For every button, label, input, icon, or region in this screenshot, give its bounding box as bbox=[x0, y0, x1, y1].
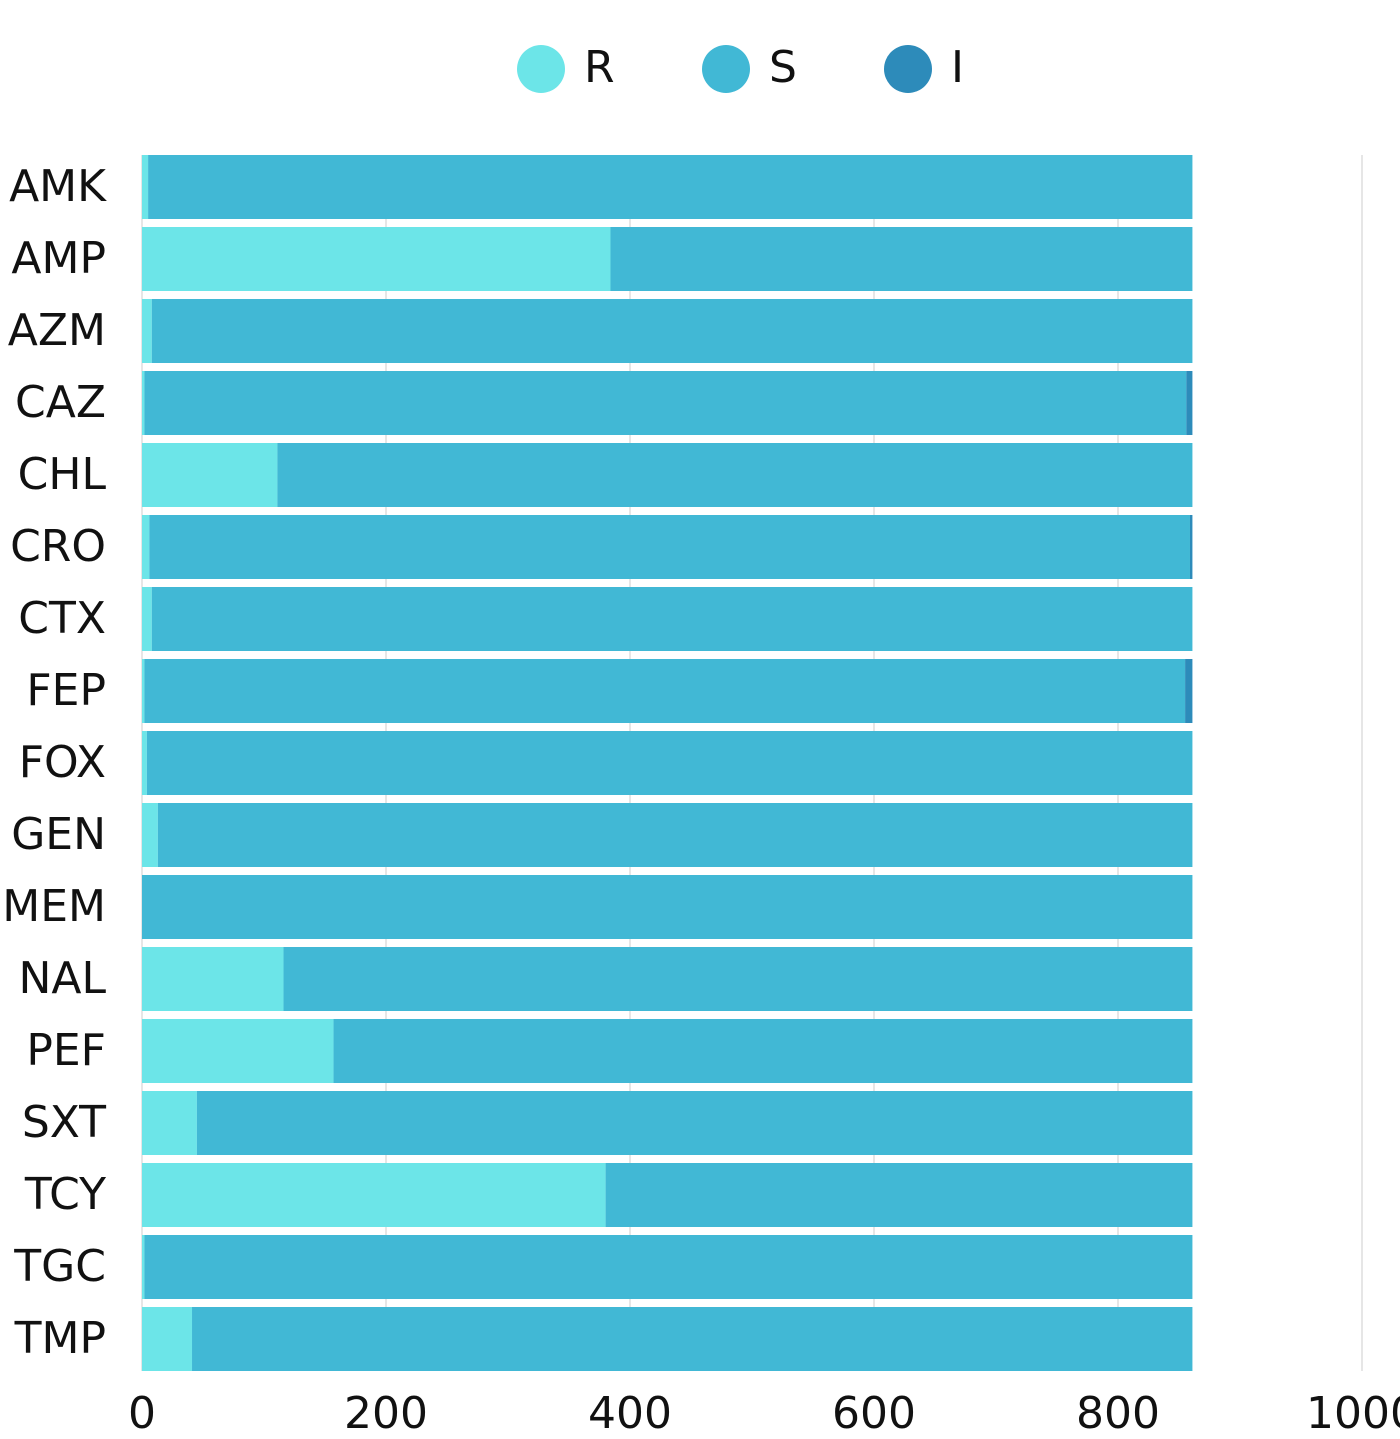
legend-label: R bbox=[584, 42, 615, 93]
y-tick-label: FOX bbox=[19, 737, 106, 788]
y-tick-label: TMP bbox=[14, 1313, 106, 1364]
x-tick-label: 1000 bbox=[1306, 1388, 1400, 1439]
y-tick-label: AMP bbox=[11, 233, 106, 284]
y-tick-label: TCY bbox=[24, 1169, 106, 1220]
y-tick-label: AZM bbox=[8, 305, 106, 356]
legend-swatch bbox=[517, 45, 565, 93]
bar-segment bbox=[142, 803, 158, 867]
bar-segment bbox=[142, 587, 152, 651]
bar-segment bbox=[1185, 659, 1193, 723]
bar-segment bbox=[151, 299, 1193, 363]
bar-segment bbox=[142, 947, 284, 1011]
bar-segment bbox=[142, 731, 147, 795]
bar-segment bbox=[144, 659, 1186, 723]
y-tick-label: GEN bbox=[11, 809, 106, 860]
bar-segment bbox=[142, 227, 611, 291]
y-tick-label: CTX bbox=[18, 593, 106, 644]
x-tick-label: 800 bbox=[1076, 1388, 1160, 1439]
x-tick-label: 200 bbox=[344, 1388, 428, 1439]
y-tick-label: MEM bbox=[2, 881, 106, 932]
x-tick-label: 400 bbox=[588, 1388, 672, 1439]
bar-segment bbox=[142, 299, 152, 363]
legend-label: I bbox=[951, 42, 964, 93]
x-tick-label: 0 bbox=[128, 1388, 156, 1439]
y-tick-label: CAZ bbox=[15, 377, 106, 428]
bar-segment bbox=[605, 1163, 1193, 1227]
x-tick-label: 600 bbox=[832, 1388, 916, 1439]
legend-swatch bbox=[702, 45, 750, 93]
bar-segment bbox=[283, 947, 1193, 1011]
y-tick-label: AMK bbox=[9, 161, 107, 212]
bar-segment bbox=[142, 1091, 197, 1155]
y-tick-label: PEF bbox=[26, 1025, 106, 1076]
bar-segment bbox=[333, 1019, 1193, 1083]
bar-segment bbox=[192, 1307, 1193, 1371]
bar-segment bbox=[277, 443, 1193, 507]
bar-segment bbox=[142, 1163, 606, 1227]
bar-segment bbox=[148, 155, 1193, 219]
bar-segment bbox=[142, 515, 150, 579]
bar-segment bbox=[142, 1307, 193, 1371]
bar-segment bbox=[1186, 371, 1193, 435]
bar-segment bbox=[142, 1235, 145, 1299]
y-tick-label: CHL bbox=[18, 449, 107, 500]
bar-segment bbox=[1189, 515, 1193, 579]
legend-swatch bbox=[884, 45, 932, 93]
y-tick-label: SXT bbox=[22, 1097, 106, 1148]
y-tick-label: NAL bbox=[18, 953, 106, 1004]
bar-segment bbox=[144, 1235, 1193, 1299]
bar-segment bbox=[142, 371, 145, 435]
bar-segment bbox=[610, 227, 1193, 291]
y-tick-label: FEP bbox=[26, 665, 106, 716]
bar-segment bbox=[196, 1091, 1193, 1155]
bar-segment bbox=[157, 803, 1193, 867]
bar-segment bbox=[142, 155, 149, 219]
y-tick-label: CRO bbox=[10, 521, 106, 572]
bar-segment bbox=[146, 731, 1193, 795]
y-tick-label: TGC bbox=[13, 1241, 106, 1292]
bar-segment bbox=[142, 659, 145, 723]
bar-segment bbox=[151, 587, 1193, 651]
bar-segment bbox=[142, 443, 278, 507]
legend-label: S bbox=[769, 42, 797, 93]
bar-segment bbox=[142, 875, 1193, 939]
bar-segment bbox=[149, 515, 1190, 579]
bar-segment bbox=[142, 1019, 334, 1083]
bar-segment bbox=[144, 371, 1187, 435]
